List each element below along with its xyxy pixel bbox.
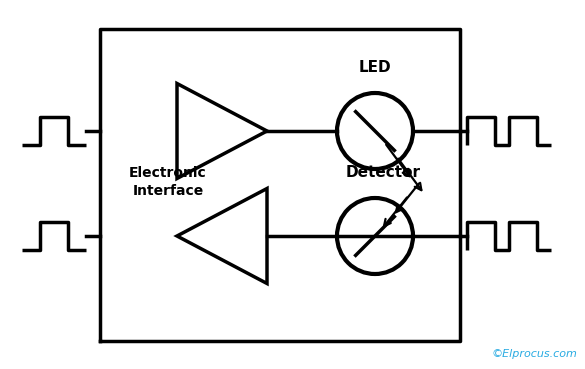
Text: Electronic: Electronic xyxy=(129,166,207,180)
Text: ©Elprocus.com: ©Elprocus.com xyxy=(491,349,577,359)
Text: Detector: Detector xyxy=(346,165,421,180)
Text: LED: LED xyxy=(359,60,391,75)
Text: Interface: Interface xyxy=(132,184,204,198)
